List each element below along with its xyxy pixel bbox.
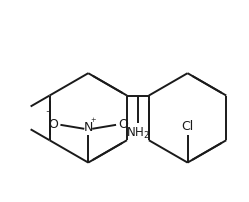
Text: O: O	[118, 118, 128, 131]
Text: $^-$: $^-$	[44, 109, 53, 119]
Text: Cl: Cl	[182, 120, 194, 133]
Text: N: N	[84, 121, 93, 134]
Text: O: O	[49, 118, 59, 131]
Text: NH$_2$: NH$_2$	[126, 126, 150, 141]
Text: $^+$: $^+$	[89, 117, 97, 127]
